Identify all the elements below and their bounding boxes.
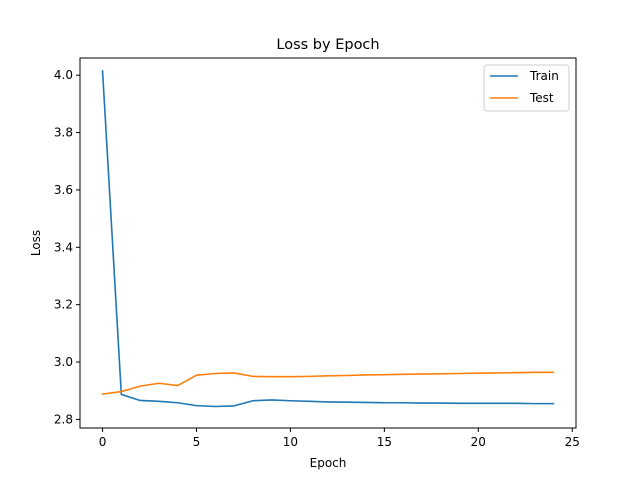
series-line-train xyxy=(101,70,555,408)
y-axis-label: Loss xyxy=(29,230,43,256)
x-axis-label: Epoch xyxy=(310,456,347,470)
x-tick-label: 25 xyxy=(565,435,580,449)
y-tick-label: 4.0 xyxy=(54,68,73,82)
y-tick-label: 3.2 xyxy=(54,298,73,312)
x-tick-label: 0 xyxy=(99,435,107,449)
y-tick-label: 3.4 xyxy=(54,240,73,254)
x-tick-label: 5 xyxy=(193,435,201,449)
legend-label-test: Test xyxy=(529,91,554,105)
chart-title: Loss by Epoch xyxy=(276,37,379,53)
y-tick-label: 3.8 xyxy=(54,126,73,140)
plot-frame xyxy=(79,57,577,429)
plot-area xyxy=(101,70,555,408)
legend-label-train: Train xyxy=(529,69,559,83)
y-tick-label: 3.6 xyxy=(54,183,73,197)
y-tick-label: 2.8 xyxy=(54,412,73,426)
x-tick-label: 10 xyxy=(283,435,298,449)
y-tick-label: 3.0 xyxy=(54,355,73,369)
series-line-test xyxy=(101,371,555,396)
legend: Train Test xyxy=(483,64,570,112)
x-tick-label: 20 xyxy=(471,435,486,449)
x-tick-label: 15 xyxy=(377,435,392,449)
